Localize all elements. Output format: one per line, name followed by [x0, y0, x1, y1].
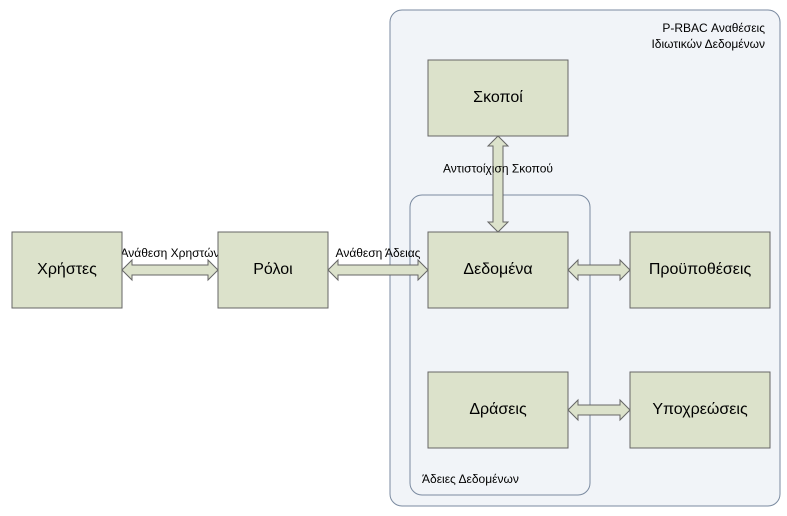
edge-label-purposes-data: Αντιστοίχιση Σκοπού	[443, 162, 553, 176]
inner-container-title: Άδειες Δεδομένων	[422, 472, 519, 486]
outer-container-title-1: P-RBAC Αναθέσεις	[662, 21, 765, 35]
edge-label-roles-data: Ανάθεση Άδειας	[336, 246, 421, 260]
node-label-actions: Δράσεις	[469, 401, 527, 418]
node-label-conditions: Προϋποθέσεις	[649, 261, 752, 278]
node-label-roles: Ρόλοι	[253, 261, 293, 278]
diagram-canvas: P-RBAC Αναθέσεις Ιδιωτικών Δεδομένων Άδειε…	[0, 0, 787, 516]
outer-container-title-2: Ιδιωτικών Δεδομένων	[651, 37, 765, 51]
arrow-users-roles	[122, 260, 218, 280]
node-label-purposes: Σκοποί	[473, 89, 523, 106]
node-label-data: Δεδομένα	[463, 261, 532, 278]
edge-label-users-roles: Ανάθεση Χρηστών	[120, 246, 219, 260]
node-label-obligations: Υποχρεώσεις	[652, 401, 748, 418]
node-label-users: Χρήστες	[37, 261, 97, 278]
